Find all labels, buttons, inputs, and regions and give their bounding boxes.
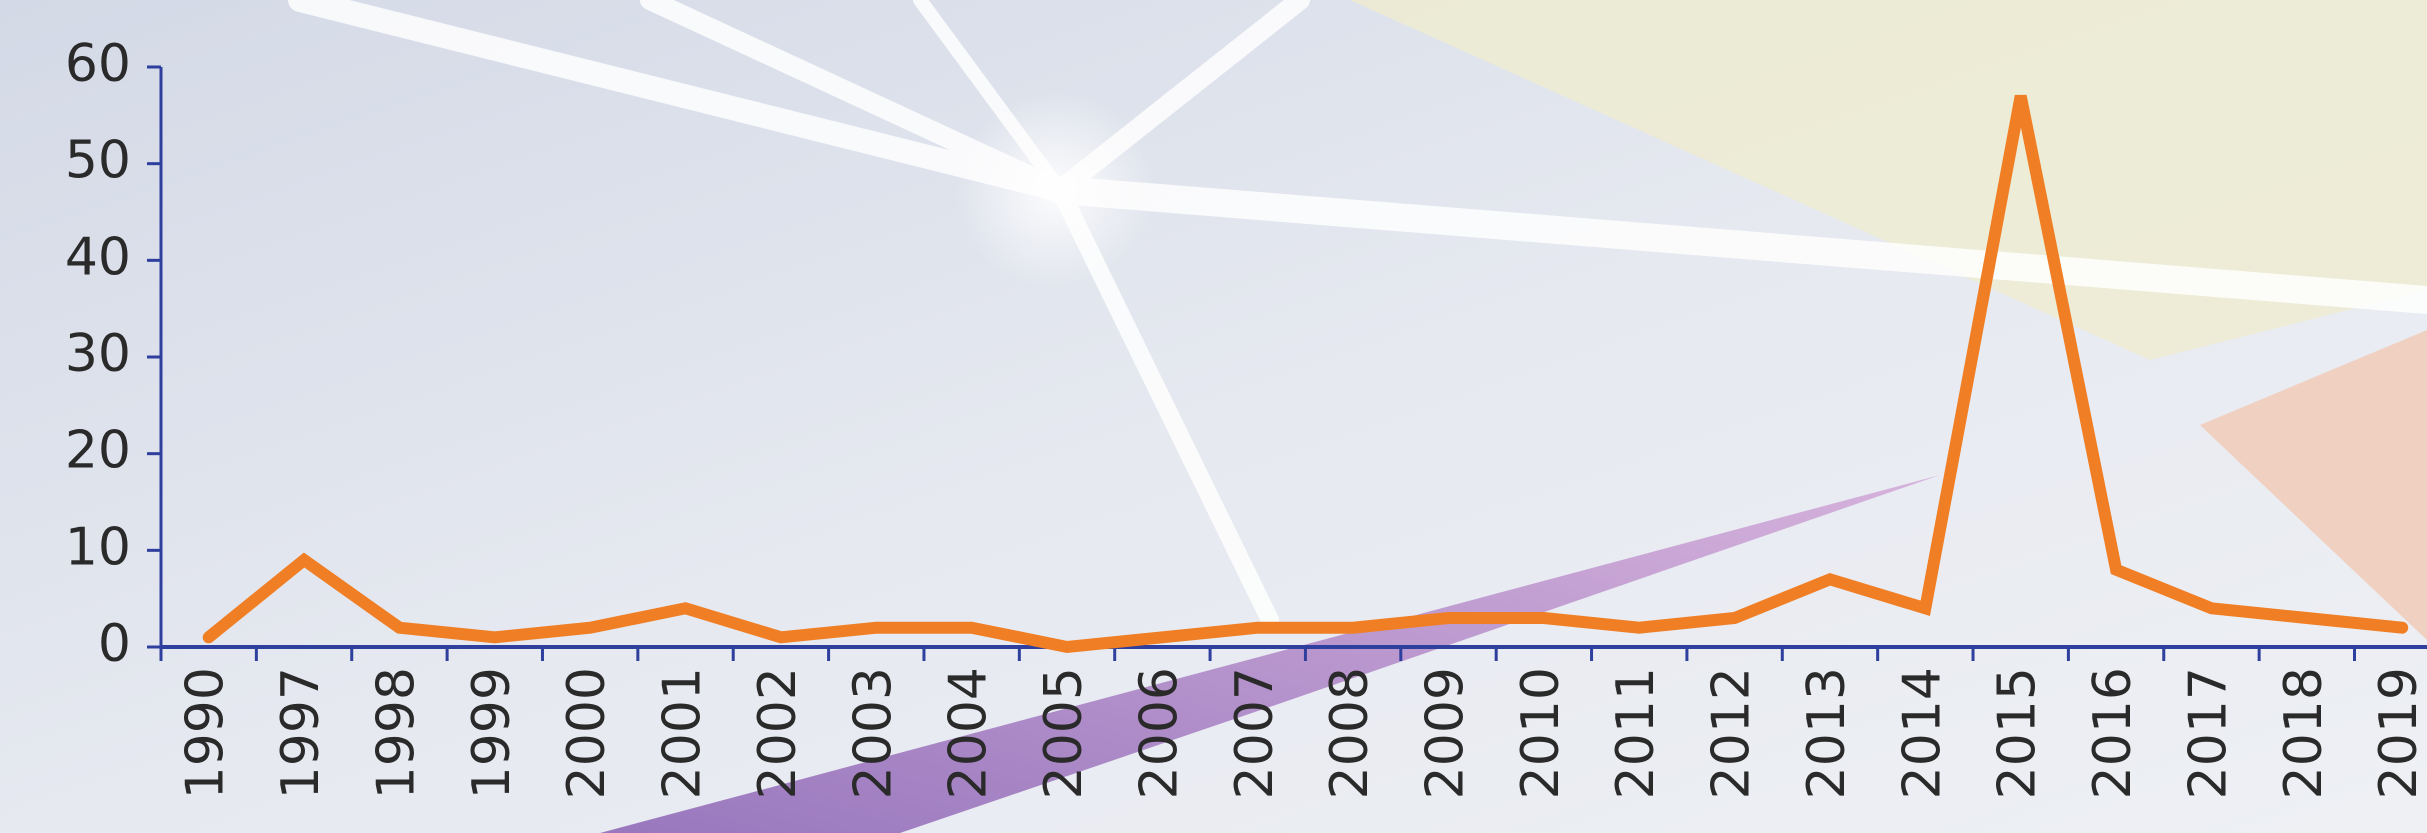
decor-salmon	[2200, 330, 2427, 640]
x-tick-label: 2011	[1606, 667, 1666, 799]
y-tick-label: 20	[65, 421, 131, 481]
x-tick-label: 1998	[366, 667, 426, 799]
data-line	[202, 94, 2409, 654]
decor-purple	[600, 475, 1940, 833]
x-tick-label: 2013	[1797, 667, 1857, 799]
x-tick-label: 2017	[2178, 667, 2238, 799]
x-tick-label: 2006	[1129, 667, 1189, 799]
y-tick-label: 60	[65, 34, 131, 94]
x-tick-label: 2003	[843, 667, 903, 799]
x-tick-label: 1999	[462, 667, 522, 799]
x-tick-label: 2001	[653, 667, 713, 799]
x-tick-label: 2019	[2369, 667, 2427, 799]
y-tick-label: 50	[65, 131, 131, 191]
x-tick-label: 1990	[176, 667, 236, 799]
x-tick-label: 2005	[1034, 667, 1094, 799]
x-tick-label: 2007	[1225, 667, 1285, 799]
y-tick-label: 0	[98, 614, 131, 674]
x-tick-label: 2014	[1892, 667, 1952, 799]
x-tick-label: 2009	[1415, 667, 1475, 799]
x-tick-label: 2012	[1702, 667, 1762, 799]
x-tick-label: 2010	[1511, 667, 1571, 799]
decor-glow	[955, 90, 1155, 290]
x-tick-label: 2008	[1320, 667, 1380, 799]
y-tick-label: 40	[65, 227, 131, 287]
x-tick-label: 2018	[2274, 667, 2334, 799]
x-tick-label: 1997	[271, 667, 331, 799]
plot: 0 10 20 30 40 50 60 1990 1997 1998 1999 2000 2001 200…	[65, 34, 2427, 799]
y-tick-label: 30	[65, 324, 131, 384]
x-tick-label: 2000	[557, 667, 617, 799]
y-tick-label: 10	[65, 517, 131, 577]
x-tick-label: 2002	[748, 667, 808, 799]
x-tick-label: 2016	[2083, 667, 2143, 799]
x-tick-label: 2004	[939, 667, 999, 799]
x-tick-label: 2015	[1988, 667, 2048, 799]
